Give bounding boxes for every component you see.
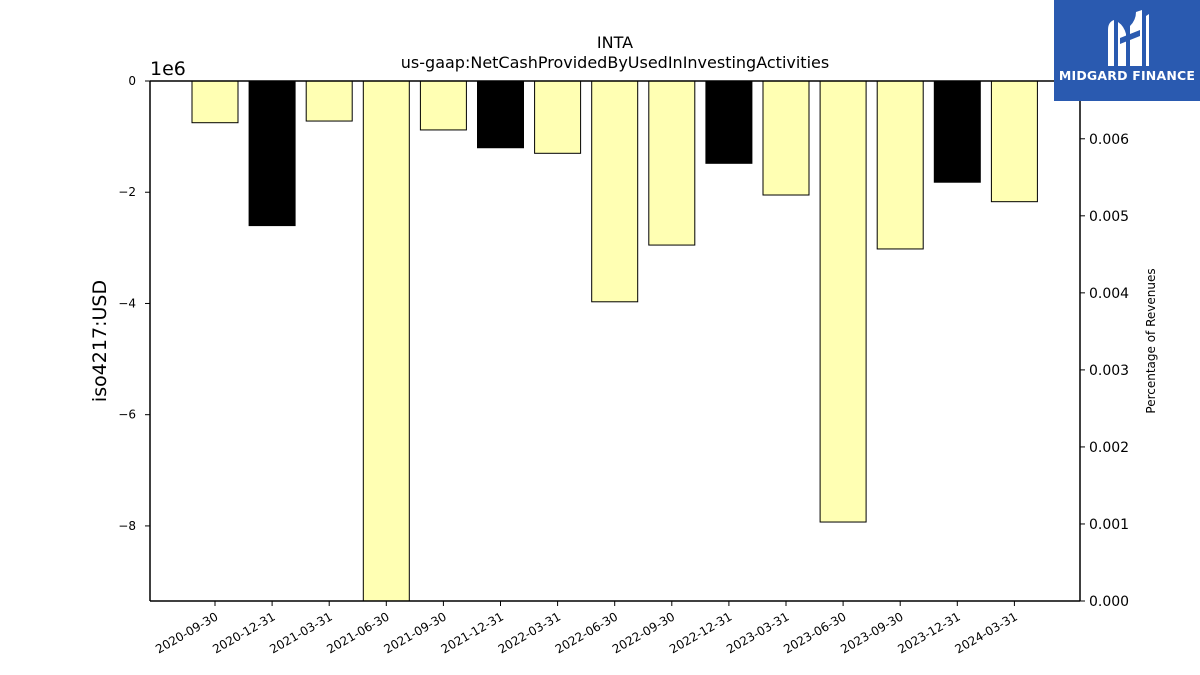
logo-text: MIDGARD FINANCE xyxy=(1058,68,1196,83)
bar-2020-12-31 xyxy=(248,81,296,227)
x-tick-label: 2023-12-31 xyxy=(895,609,962,656)
y-offset-label: 1e6 xyxy=(150,58,186,80)
y-tick-label: −2 xyxy=(118,185,136,199)
chart-subtitle: us-gaap:NetCashProvidedByUsedInInvesting… xyxy=(401,53,829,72)
bar-2022-12-31 xyxy=(705,81,753,164)
bar-2021-12-31 xyxy=(477,81,524,149)
bar-2022-06-30 xyxy=(591,81,639,303)
bar-2021-06-30 xyxy=(362,81,410,601)
midgard-logo-icon xyxy=(1108,10,1149,66)
midgard-finance-logo: MIDGARD FINANCE xyxy=(1054,0,1200,101)
y2-tick-label: 0.001 xyxy=(1089,517,1129,533)
x-tick-label: 2023-03-31 xyxy=(724,609,791,656)
bar-2023-09-30 xyxy=(876,81,924,250)
x-tick-label: 2022-09-30 xyxy=(610,609,677,656)
y2-tick-label: 0.006 xyxy=(1089,132,1129,148)
x-tick-label: 2021-03-31 xyxy=(267,609,334,656)
y-axis-label: iso4217:USD xyxy=(89,280,111,402)
bar-2022-09-30 xyxy=(648,81,696,246)
chart-title: INTA xyxy=(597,33,633,52)
y-tick-label: −8 xyxy=(118,519,136,533)
bar-2021-03-31 xyxy=(305,81,353,122)
y2-tick-label: 0.005 xyxy=(1089,209,1129,225)
y-tick-label: −6 xyxy=(118,408,136,422)
x-tick-label: 2021-06-30 xyxy=(324,609,391,656)
x-tick-label: 2023-09-30 xyxy=(838,609,905,656)
bar-2023-12-31 xyxy=(933,81,981,183)
x-tick-label: 2022-03-31 xyxy=(496,609,563,656)
x-tick-label: 2022-06-30 xyxy=(553,609,620,656)
x-tick-label: 2022-12-31 xyxy=(667,609,734,656)
x-tick-label: 2021-12-31 xyxy=(439,609,506,656)
bar-2020-09-30 xyxy=(191,81,239,124)
x-tick-label: 2023-06-30 xyxy=(781,609,848,656)
x-tick-label: 2020-12-31 xyxy=(210,609,277,656)
y2-tick-label: 0.003 xyxy=(1089,363,1129,379)
x-tick-label: 2020-09-30 xyxy=(153,609,220,656)
y2-tick-label: 0.002 xyxy=(1089,440,1129,456)
y2-axis-label: Percentage of Revenues xyxy=(1144,268,1158,413)
y-tick-label: −4 xyxy=(118,296,136,310)
y2-tick-label: 0.000 xyxy=(1089,594,1129,610)
bar-2023-03-31 xyxy=(762,81,810,196)
y2-tick-label: 0.004 xyxy=(1089,286,1129,302)
bar-2022-03-31 xyxy=(534,81,582,154)
y-tick-label: 0 xyxy=(128,74,136,88)
bar-2023-06-30 xyxy=(819,81,867,523)
x-tick-label: 2024-03-31 xyxy=(952,609,1019,656)
bar-2024-03-31 xyxy=(990,81,1038,203)
bar-2021-09-30 xyxy=(419,81,467,131)
x-tick-label: 2021-09-30 xyxy=(381,609,448,656)
